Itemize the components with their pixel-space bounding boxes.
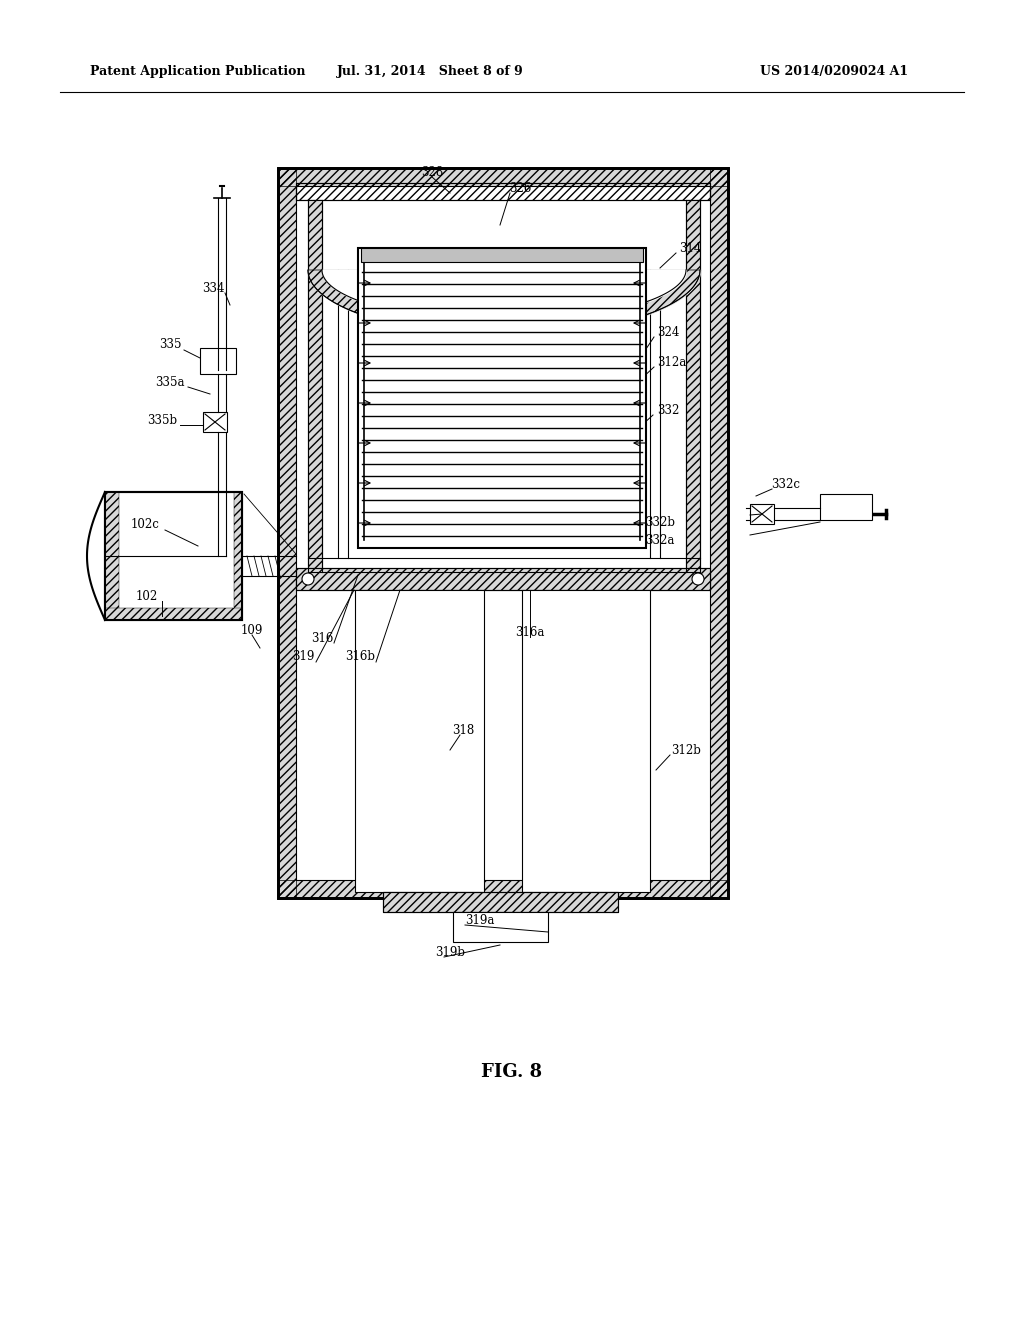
Text: 332c: 332c xyxy=(771,478,801,491)
Text: 328: 328 xyxy=(421,165,443,178)
Bar xyxy=(710,168,728,898)
Text: 326: 326 xyxy=(509,181,531,194)
Text: 312b: 312b xyxy=(671,743,701,756)
Bar xyxy=(686,201,700,572)
Bar xyxy=(234,492,242,620)
Text: 316b: 316b xyxy=(345,651,375,664)
Bar xyxy=(355,590,484,892)
Text: 312a: 312a xyxy=(657,355,687,368)
Text: 335a: 335a xyxy=(156,375,184,388)
Bar xyxy=(361,248,643,261)
Text: 316a: 316a xyxy=(515,626,545,639)
Bar xyxy=(278,168,296,898)
Text: 335: 335 xyxy=(159,338,181,351)
Bar xyxy=(105,492,242,620)
Text: 314: 314 xyxy=(679,242,701,255)
Text: 324: 324 xyxy=(656,326,679,338)
Bar xyxy=(278,880,728,898)
Bar xyxy=(296,568,710,590)
Bar xyxy=(296,183,710,201)
Bar xyxy=(278,168,728,186)
Text: FIG. 8: FIG. 8 xyxy=(481,1063,543,1081)
Bar xyxy=(686,201,700,572)
Text: 332: 332 xyxy=(656,404,679,417)
Bar xyxy=(820,494,872,520)
Text: 334: 334 xyxy=(202,281,224,294)
Text: 319: 319 xyxy=(292,651,314,664)
Bar xyxy=(278,168,728,898)
Text: 332b: 332b xyxy=(645,516,675,528)
Bar xyxy=(308,201,322,572)
Bar xyxy=(203,412,227,432)
Bar xyxy=(358,248,646,548)
Bar xyxy=(200,348,236,374)
Text: 316: 316 xyxy=(311,631,333,644)
Text: 102: 102 xyxy=(136,590,158,602)
Text: 332a: 332a xyxy=(645,533,675,546)
Text: 319a: 319a xyxy=(465,913,495,927)
Text: 102c: 102c xyxy=(131,519,160,532)
Text: Patent Application Publication: Patent Application Publication xyxy=(90,66,305,78)
Text: US 2014/0209024 A1: US 2014/0209024 A1 xyxy=(760,66,908,78)
Text: 335b: 335b xyxy=(146,413,177,426)
Bar xyxy=(383,892,618,912)
Text: 319b: 319b xyxy=(435,945,465,958)
Bar xyxy=(453,912,548,942)
Bar xyxy=(383,892,618,912)
Text: 109: 109 xyxy=(241,623,263,636)
Bar xyxy=(308,201,322,572)
Text: 318: 318 xyxy=(452,723,474,737)
Circle shape xyxy=(302,573,314,585)
Bar xyxy=(105,492,242,620)
Bar xyxy=(750,504,774,524)
Text: S: S xyxy=(463,276,473,290)
Bar xyxy=(296,186,710,880)
Bar xyxy=(522,590,650,892)
Bar xyxy=(278,168,728,898)
Bar xyxy=(296,183,710,201)
Polygon shape xyxy=(308,271,700,335)
Circle shape xyxy=(692,573,705,585)
Text: Jul. 31, 2014   Sheet 8 of 9: Jul. 31, 2014 Sheet 8 of 9 xyxy=(337,66,523,78)
Bar xyxy=(296,568,710,590)
Bar xyxy=(105,492,119,620)
Bar xyxy=(105,609,242,620)
